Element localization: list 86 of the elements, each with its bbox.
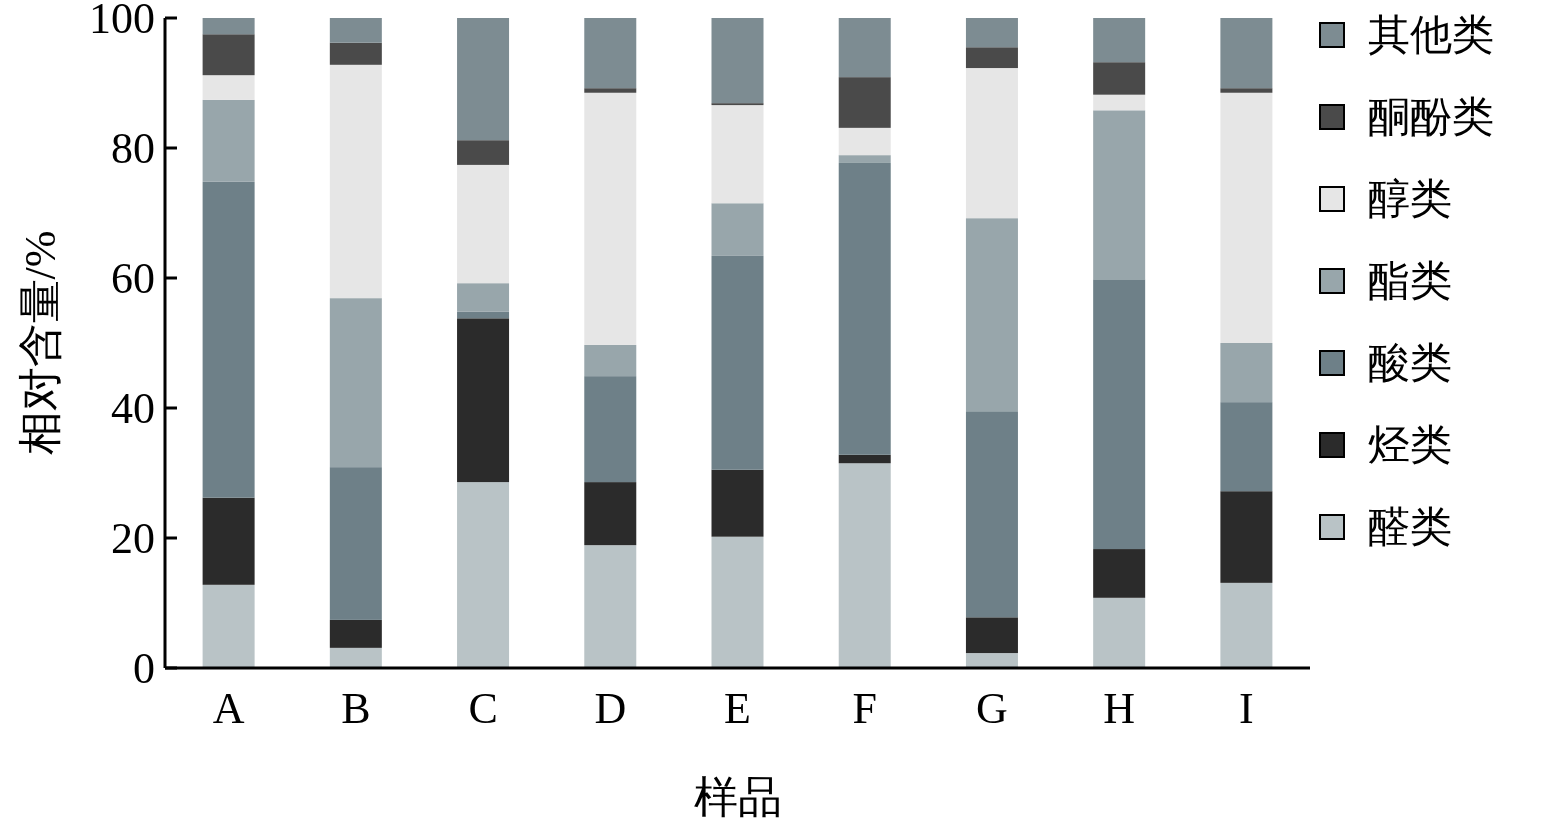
bar (457, 18, 510, 141)
y-tick-label: 20 (111, 513, 155, 563)
bar (838, 18, 891, 78)
x-tick-label: E (724, 684, 751, 733)
y-tick-label: 60 (111, 253, 155, 303)
bar (584, 88, 637, 93)
bar (202, 75, 255, 100)
bar (457, 283, 510, 312)
legend-label: 酯类 (1368, 258, 1452, 304)
bar (965, 47, 1018, 69)
bar (584, 376, 637, 483)
bar (1093, 62, 1146, 95)
bar (1093, 94, 1146, 111)
bar (711, 536, 764, 668)
legend-label: 醇类 (1368, 176, 1452, 222)
legend-label: 其他类 (1368, 12, 1494, 58)
bar (1220, 491, 1273, 583)
x-tick-label: C (468, 684, 498, 733)
bar (838, 155, 891, 163)
bar (965, 218, 1018, 412)
bar (965, 68, 1018, 219)
bar (202, 99, 255, 182)
x-tick-label: A (212, 684, 245, 733)
bar (329, 467, 382, 620)
legend-label: 酸类 (1368, 340, 1452, 386)
bar (711, 105, 764, 204)
bar (1093, 279, 1146, 550)
bar (457, 140, 510, 165)
bar (584, 482, 637, 546)
bar (202, 34, 255, 76)
bar (202, 181, 255, 498)
bar (1093, 18, 1146, 63)
bar (711, 469, 764, 537)
bar (202, 584, 255, 668)
bar (202, 497, 255, 585)
bar (1220, 343, 1273, 403)
x-tick-label: D (594, 684, 627, 733)
bar (1093, 597, 1146, 668)
bar (838, 463, 891, 668)
bar (584, 18, 637, 89)
x-tick-label: I (1239, 684, 1254, 733)
bar (329, 64, 382, 299)
x-tick-label: G (976, 684, 1008, 733)
bar (329, 42, 382, 65)
bar (584, 344, 637, 377)
bar (711, 203, 764, 256)
bar (329, 647, 382, 668)
bar (1093, 549, 1146, 598)
legend-label: 酮酚类 (1368, 94, 1494, 140)
x-tick-label: H (1103, 684, 1136, 733)
x-tick-label: B (341, 684, 371, 733)
bar (838, 127, 891, 156)
bar (1220, 402, 1273, 492)
bar (965, 617, 1018, 654)
bar (965, 411, 1018, 618)
legend-label: 烃类 (1368, 422, 1452, 468)
bar (457, 318, 510, 483)
bar (1220, 582, 1273, 668)
bar (838, 454, 891, 464)
bar (584, 545, 637, 668)
bar (457, 311, 510, 319)
bar (457, 482, 510, 668)
bar (1220, 18, 1273, 89)
bar (838, 77, 891, 128)
x-tick-label: F (852, 684, 877, 733)
bar (329, 298, 382, 468)
x-axis-title: 样品 (693, 773, 782, 822)
bar (838, 162, 891, 455)
bar (1220, 92, 1273, 343)
bar (584, 92, 637, 345)
bar (1093, 110, 1146, 280)
bar (965, 18, 1018, 48)
bar (329, 18, 382, 43)
y-tick-label: 40 (111, 383, 155, 433)
y-tick-label: 80 (111, 123, 155, 173)
bar (329, 619, 382, 648)
y-axis-title: 相对含量/% (16, 230, 65, 456)
bar (1220, 88, 1273, 93)
y-tick-label: 0 (133, 643, 155, 693)
bar (711, 18, 764, 104)
legend-label: 醛类 (1368, 504, 1452, 550)
bar (202, 18, 255, 35)
bar (711, 255, 764, 470)
bar (965, 653, 1018, 668)
bar (457, 164, 510, 284)
y-tick-label: 100 (89, 0, 155, 43)
